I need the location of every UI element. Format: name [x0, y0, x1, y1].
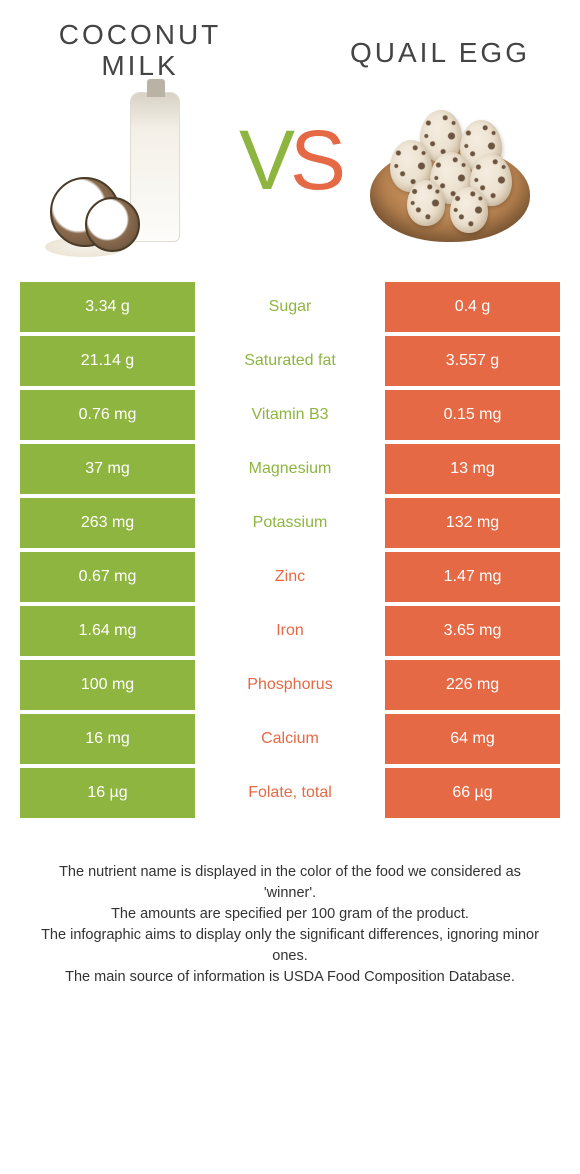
- nutrient-label: Calcium: [195, 714, 385, 764]
- left-value: 263 mg: [20, 498, 195, 548]
- left-value: 16 mg: [20, 714, 195, 764]
- left-value: 0.76 mg: [20, 390, 195, 440]
- right-value: 1.47 mg: [385, 552, 560, 602]
- vs-s: S: [290, 113, 341, 207]
- table-row: 0.76 mgVitamin B30.15 mg: [20, 390, 560, 440]
- left-value: 16 µg: [20, 768, 195, 818]
- header: Coconut milk Quail egg: [0, 0, 580, 82]
- right-food-title: Quail egg: [340, 38, 540, 69]
- left-value: 0.67 mg: [20, 552, 195, 602]
- table-row: 0.67 mgZinc1.47 mg: [20, 552, 560, 602]
- footer-line: The infographic aims to display only the…: [36, 925, 544, 967]
- footer-notes: The nutrient name is displayed in the co…: [0, 822, 580, 988]
- table-row: 21.14 gSaturated fat3.557 g: [20, 336, 560, 386]
- nutrient-label: Sugar: [195, 282, 385, 332]
- nutrient-label: Magnesium: [195, 444, 385, 494]
- table-row: 16 mgCalcium64 mg: [20, 714, 560, 764]
- left-value: 3.34 g: [20, 282, 195, 332]
- nutrient-label: Zinc: [195, 552, 385, 602]
- left-value: 37 mg: [20, 444, 195, 494]
- nutrient-table: 3.34 gSugar0.4 g21.14 gSaturated fat3.55…: [20, 282, 560, 818]
- left-food-title: Coconut milk: [40, 20, 240, 82]
- right-value: 66 µg: [385, 768, 560, 818]
- vs-v: V: [239, 113, 290, 207]
- right-value: 132 mg: [385, 498, 560, 548]
- footer-line: The main source of information is USDA F…: [36, 967, 544, 988]
- images-row: VS: [0, 82, 580, 282]
- footer-line: The amounts are specified per 100 gram o…: [36, 904, 544, 925]
- table-row: 37 mgMagnesium13 mg: [20, 444, 560, 494]
- right-food-image: [360, 92, 540, 262]
- coconut-half-icon: [85, 197, 140, 252]
- table-row: 1.64 mgIron3.65 mg: [20, 606, 560, 656]
- right-value: 3.65 mg: [385, 606, 560, 656]
- table-row: 263 mgPotassium132 mg: [20, 498, 560, 548]
- right-value: 13 mg: [385, 444, 560, 494]
- nutrient-label: Iron: [195, 606, 385, 656]
- nutrient-label: Vitamin B3: [195, 390, 385, 440]
- nutrient-label: Potassium: [195, 498, 385, 548]
- vs-label: VS: [239, 112, 341, 209]
- right-value: 3.557 g: [385, 336, 560, 386]
- nutrient-label: Phosphorus: [195, 660, 385, 710]
- right-value: 64 mg: [385, 714, 560, 764]
- right-value: 0.15 mg: [385, 390, 560, 440]
- table-row: 16 µgFolate, total66 µg: [20, 768, 560, 818]
- left-food-image: [40, 92, 220, 262]
- right-value: 0.4 g: [385, 282, 560, 332]
- quail-egg-icon: [450, 187, 488, 233]
- nutrient-label: Folate, total: [195, 768, 385, 818]
- right-value: 226 mg: [385, 660, 560, 710]
- nutrient-label: Saturated fat: [195, 336, 385, 386]
- table-row: 3.34 gSugar0.4 g: [20, 282, 560, 332]
- table-row: 100 mgPhosphorus226 mg: [20, 660, 560, 710]
- left-value: 100 mg: [20, 660, 195, 710]
- footer-line: The nutrient name is displayed in the co…: [36, 862, 544, 904]
- left-value: 1.64 mg: [20, 606, 195, 656]
- quail-egg-icon: [407, 180, 445, 226]
- left-value: 21.14 g: [20, 336, 195, 386]
